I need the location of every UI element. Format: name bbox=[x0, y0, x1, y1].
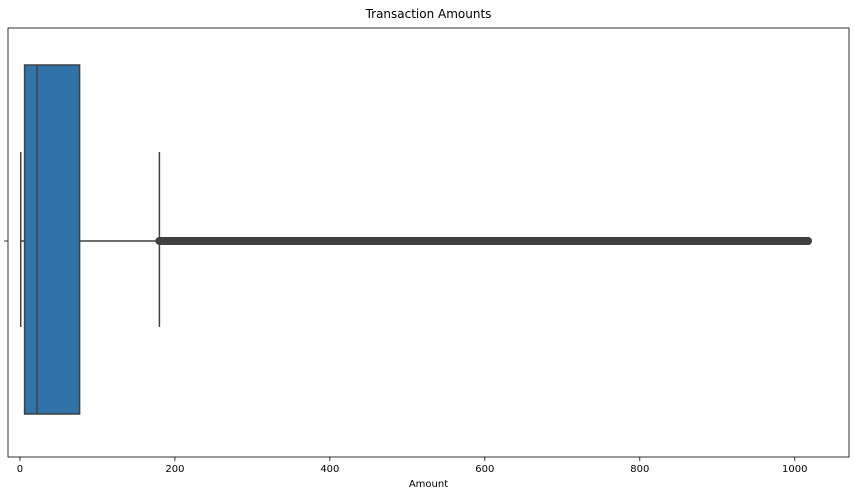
outlier-marker-max bbox=[803, 237, 812, 245]
x-tick-label: 800 bbox=[630, 464, 649, 475]
x-tick-label: 200 bbox=[165, 464, 184, 475]
iqr-box bbox=[23, 64, 81, 415]
axes-frame bbox=[7, 27, 850, 458]
x-tick-label: 600 bbox=[475, 464, 494, 475]
x-tick-label: 0 bbox=[17, 464, 23, 475]
x-tick-label: 1000 bbox=[782, 464, 807, 475]
plot-area: 0 200 400 600 800 1000 bbox=[4, 27, 850, 475]
x-axis-label: Amount bbox=[409, 479, 448, 490]
chart-title: Transaction Amounts bbox=[365, 7, 492, 21]
x-tick-label: 400 bbox=[320, 464, 339, 475]
